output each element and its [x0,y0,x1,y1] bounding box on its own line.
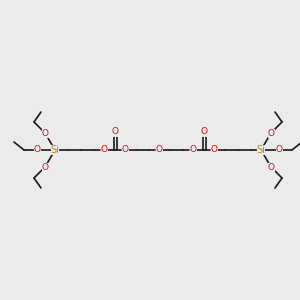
Text: O: O [34,146,40,154]
Text: O: O [100,146,107,154]
Text: O: O [268,163,274,172]
Text: O: O [155,146,163,154]
Text: O: O [41,163,49,172]
Text: Si: Si [51,145,59,155]
Text: O: O [112,128,118,136]
Text: O: O [275,146,283,154]
Text: O: O [41,128,49,137]
Text: O: O [190,146,196,154]
Text: O: O [200,128,208,136]
Text: O: O [211,146,218,154]
Text: Si: Si [256,145,266,155]
Text: O: O [268,128,274,137]
Text: O: O [122,146,128,154]
